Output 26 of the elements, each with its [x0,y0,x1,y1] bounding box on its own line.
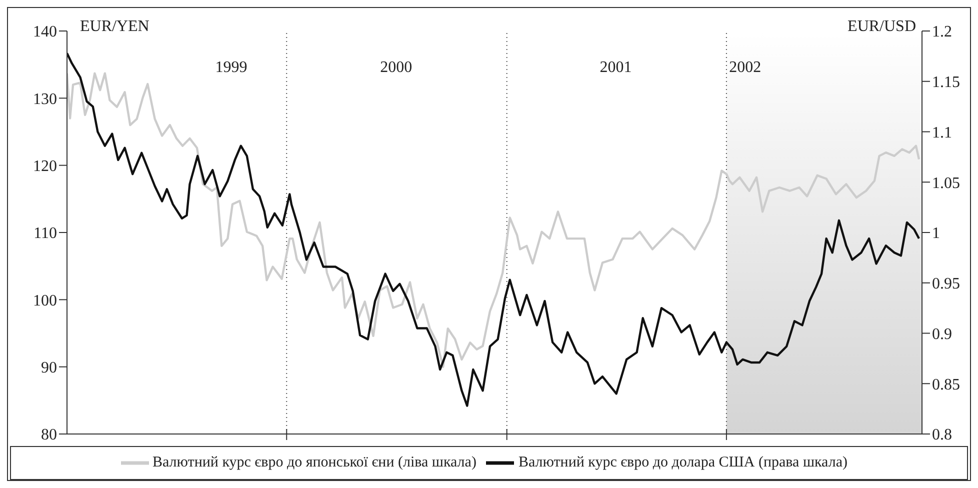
y2-tick-label: 1.15 [932,74,960,92]
y2-tick-label: 0.8 [932,426,952,444]
x-tick-label: 1999 [215,59,248,76]
y-tick-label: 100 [33,292,57,310]
x-tick-label: 2002 [729,59,762,76]
line-series [67,52,920,407]
y-tick-label: 110 [34,225,57,242]
y-tick-label: 130 [33,90,57,108]
y2-axis-title: EUR/USD [848,18,916,36]
y-tick-label: 140 [33,24,57,41]
y2-tick-label: 1.1 [932,124,952,142]
legend-label: Валютний курс євро до японської єни (ліва шкала) [152,454,476,470]
y-tick-label: 80 [41,426,57,444]
y2-tick-label: 1 [932,225,940,242]
x-tick-label: 2001 [600,59,632,76]
y-tick-label: 120 [33,158,57,176]
y2-tick-label: 1.2 [932,24,952,41]
y2-tick-label: 0.95 [932,276,960,293]
x-tick-label: 2000 [380,59,412,76]
line-series [67,72,920,368]
legend-label: Валютний курс євро до долара США (права шкала) [518,454,848,470]
y2-tick-label: 0.9 [932,326,952,343]
y2-tick-label: 1.05 [932,174,960,192]
y2-tick-label: 0.85 [932,376,960,394]
y-axis-title: EUR/YEN [80,18,150,36]
y-tick-label: 90 [41,360,57,377]
